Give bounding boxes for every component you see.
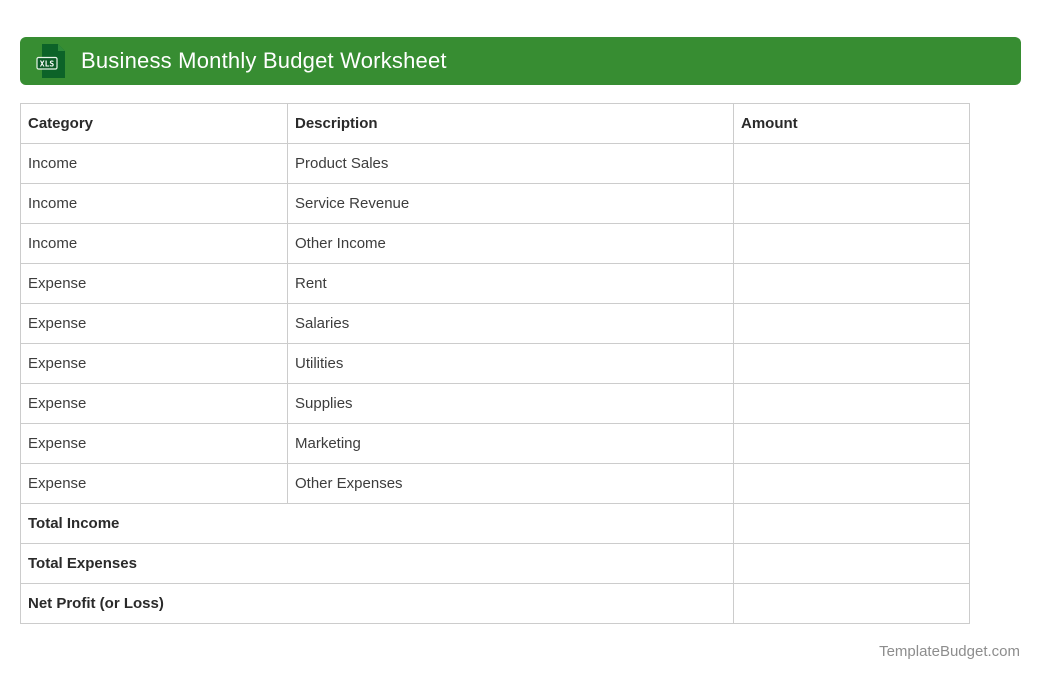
summary-label: Net Profit (or Loss) — [20, 583, 734, 624]
xls-icon-label: XLS — [40, 60, 55, 69]
category-cell: Expense — [20, 383, 288, 424]
table-row: Expense Other Expenses — [20, 463, 970, 504]
description-cell: Product Sales — [287, 143, 734, 184]
summary-row-total-expenses: Total Expenses — [20, 543, 970, 584]
description-cell: Utilities — [287, 343, 734, 384]
table-row: Income Service Revenue — [20, 183, 970, 224]
page-title: Business Monthly Budget Worksheet — [81, 48, 447, 73]
amount-cell — [733, 223, 970, 264]
description-cell: Other Income — [287, 223, 734, 264]
amount-cell — [733, 463, 970, 504]
description-cell: Salaries — [287, 303, 734, 344]
amount-cell — [733, 583, 970, 624]
category-cell: Income — [20, 223, 288, 264]
table-row: Expense Utilities — [20, 343, 970, 384]
category-cell: Income — [20, 143, 288, 184]
amount-cell — [733, 263, 970, 304]
category-cell: Expense — [20, 343, 288, 384]
category-cell: Expense — [20, 263, 288, 304]
xls-file-icon: XLS — [36, 44, 65, 78]
summary-label: Total Expenses — [20, 543, 734, 584]
summary-row-net-profit: Net Profit (or Loss) — [20, 583, 970, 624]
category-cell: Income — [20, 183, 288, 224]
site-watermark: TemplateBudget.com — [879, 643, 1020, 660]
table-row: Expense Marketing — [20, 423, 970, 464]
table-row: Expense Salaries — [20, 303, 970, 344]
table-header-row: Category Description Amount — [20, 103, 970, 144]
category-cell: Expense — [20, 423, 288, 464]
amount-cell — [733, 383, 970, 424]
amount-cell — [733, 183, 970, 224]
description-cell: Service Revenue — [287, 183, 734, 224]
description-cell: Supplies — [287, 383, 734, 424]
amount-cell — [733, 343, 970, 384]
table-row: Expense Rent — [20, 263, 970, 304]
amount-cell — [733, 143, 970, 184]
category-cell: Expense — [20, 463, 288, 504]
table-row: Income Product Sales — [20, 143, 970, 184]
description-cell: Marketing — [287, 423, 734, 464]
column-header-description: Description — [287, 103, 734, 144]
amount-cell — [733, 543, 970, 584]
budget-table: Category Description Amount Income Produ… — [20, 103, 970, 624]
category-cell: Expense — [20, 303, 288, 344]
column-header-category: Category — [20, 103, 288, 144]
title-banner: XLS Business Monthly Budget Worksheet — [20, 37, 1021, 85]
column-header-amount: Amount — [733, 103, 970, 144]
table-row: Expense Supplies — [20, 383, 970, 424]
summary-label: Total Income — [20, 503, 734, 544]
description-cell: Other Expenses — [287, 463, 734, 504]
description-cell: Rent — [287, 263, 734, 304]
amount-cell — [733, 423, 970, 464]
amount-cell — [733, 503, 970, 544]
summary-row-total-income: Total Income — [20, 503, 970, 544]
table-row: Income Other Income — [20, 223, 970, 264]
amount-cell — [733, 303, 970, 344]
